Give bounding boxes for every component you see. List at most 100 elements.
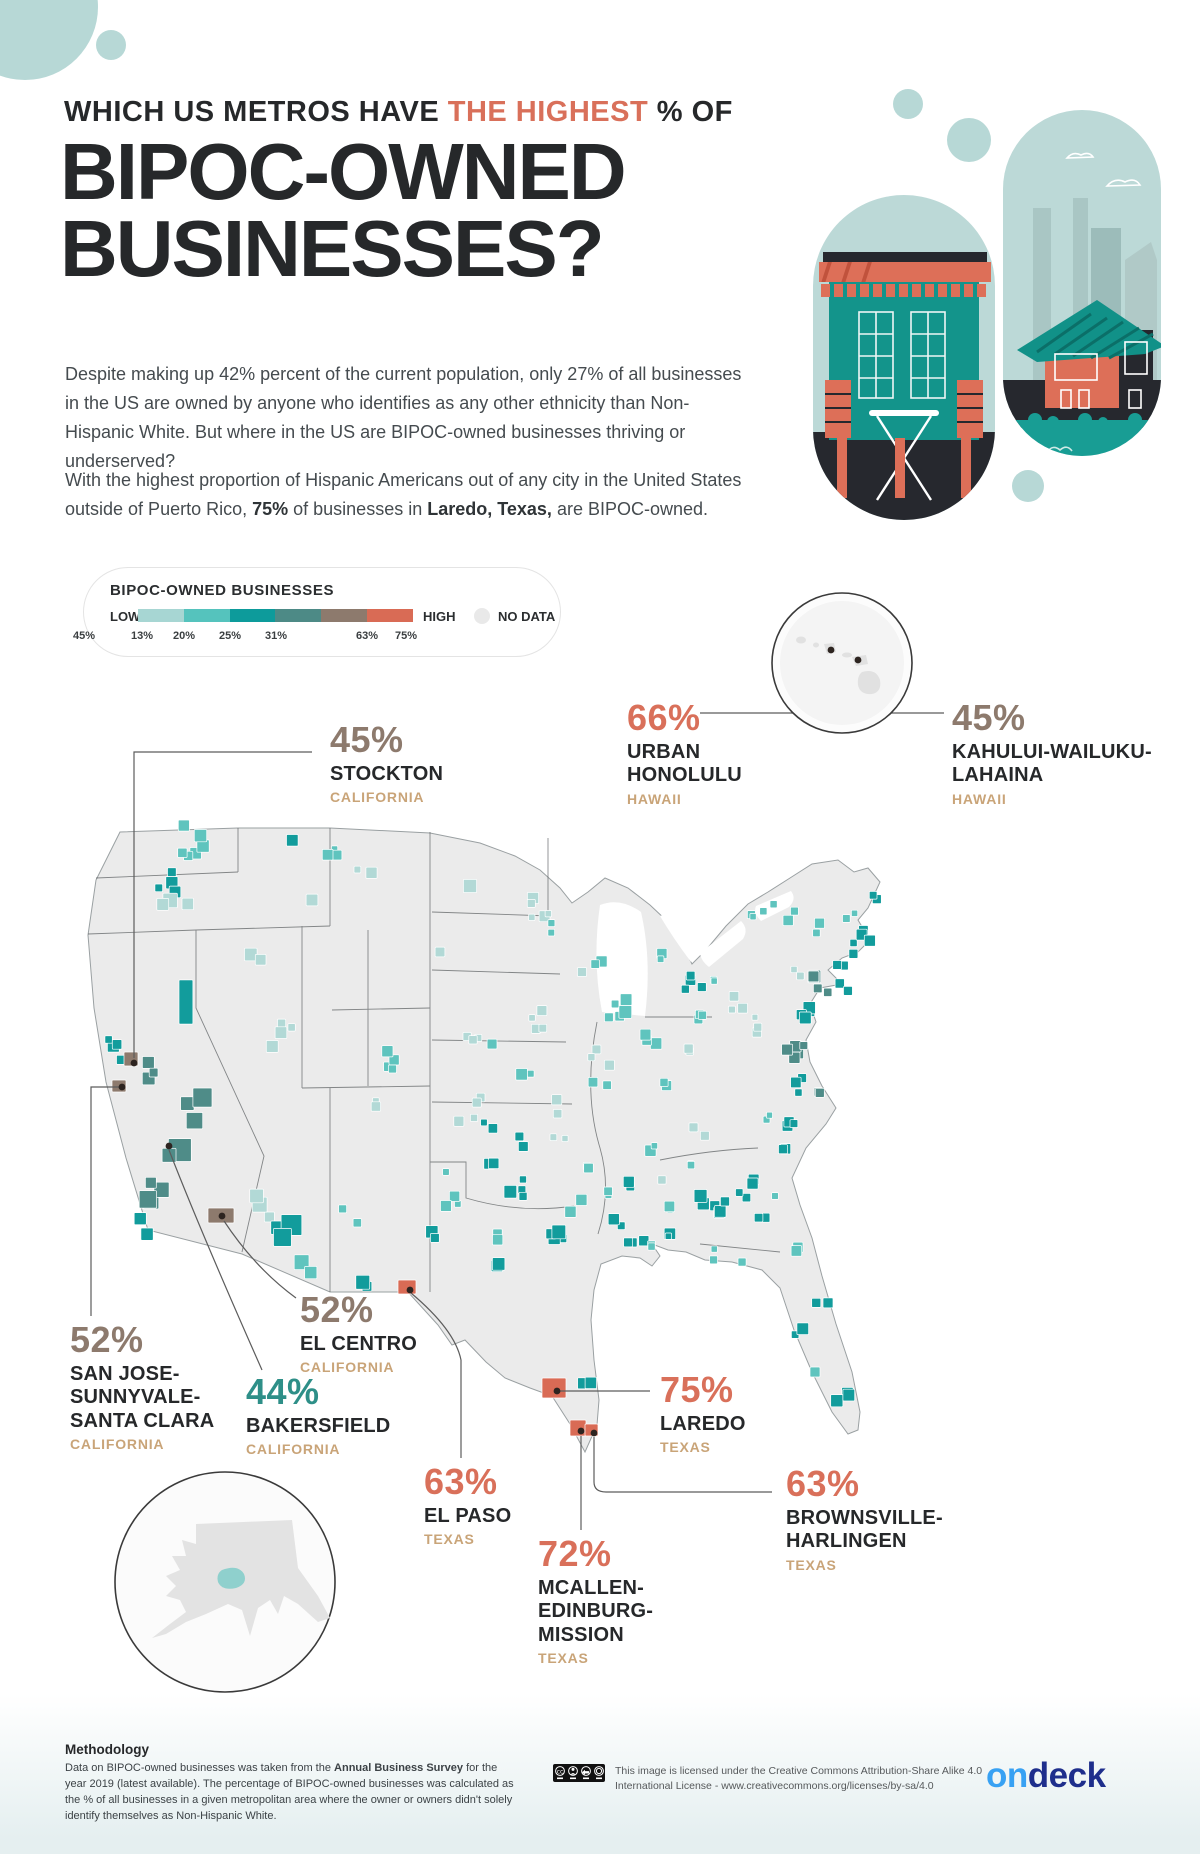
legend-segment	[183, 609, 230, 622]
callout-pct: 72%	[538, 1533, 612, 1574]
decor-circle-illus-2	[947, 118, 991, 162]
callout-pct: 75%	[660, 1369, 734, 1410]
legend-tick: 45%	[72, 630, 96, 642]
callout-city: LAREDO	[660, 1413, 746, 1435]
callout-pct: 66%	[627, 697, 701, 738]
callout-city: STOCKTON	[330, 763, 444, 785]
intro2-pre: With the highest proportion of Hispanic …	[65, 470, 742, 519]
callout-lines	[90, 654, 944, 1530]
intro2-bold-75: 75%	[252, 499, 289, 519]
callout-san-jose: 52% SAN JOSE- SUNNYVALE- SANTA CLARA CAL…	[70, 1319, 215, 1453]
callout-state: CALIFORNIA	[70, 1436, 165, 1453]
license-block: cc This image is licensed under the Crea…	[553, 1764, 982, 1794]
methodology-bold: Annual Business Survey	[334, 1762, 464, 1774]
kicker-post: % OF	[648, 96, 733, 128]
callout-state: HAWAII	[627, 790, 682, 807]
kicker-highlight: THE HIGHEST	[447, 96, 649, 128]
svg-text:cc: cc	[557, 1769, 564, 1776]
callout-state: TEXAS	[538, 1650, 589, 1667]
legend-tick: 13%	[130, 630, 154, 642]
callout-city: EL CENTRO	[300, 1333, 417, 1355]
state-borders	[87, 828, 781, 1292]
callout-mcallen: 72% MCALLEN- EDINBURG- MISSION TEXAS	[538, 1533, 654, 1667]
legend-segment	[275, 609, 322, 622]
callout-state: TEXAS	[786, 1556, 837, 1573]
methodology-title: Methodology	[65, 1742, 149, 1757]
county-clusters	[104, 819, 882, 1408]
ondeck-logo: ondeck	[986, 1756, 1106, 1796]
callout-stockton: 45% STOCKTON CALIFORNIA	[330, 719, 444, 806]
methodology: Methodology Data on BIPOC-owned business…	[65, 1742, 515, 1824]
callout-pct: 44%	[246, 1371, 320, 1412]
legend-segment	[229, 609, 276, 622]
callout-city: SAN JOSE- SUNNYVALE- SANTA CLARA	[70, 1363, 215, 1432]
callout-kahului-wailuku-lahaina: 45% KAHULUI-WAILUKU- LAHAINA HAWAII	[952, 700, 1152, 807]
methodology-text-2: for the year 2019 (latest available). Th…	[65, 1762, 514, 1822]
callout-el-paso: 63% EL PASO TEXAS	[424, 1461, 512, 1548]
callout-pct: 52%	[70, 1319, 144, 1360]
callout-pct: 45%	[330, 719, 404, 760]
decor-circle-illus-1	[893, 89, 923, 119]
license-line-2: International License - www.creativecomm…	[615, 1780, 934, 1792]
callout-pct: 52%	[300, 1289, 374, 1330]
callout-pct: 45%	[952, 697, 1026, 738]
decor-circle-small	[96, 30, 126, 60]
callout-city: BAKERSFIELD	[246, 1415, 391, 1437]
legend-title: BIPOC-OWNED BUSINESSES	[110, 582, 335, 599]
decor-circle-top-left	[0, 0, 98, 80]
callout-state: CALIFORNIA	[330, 789, 425, 806]
callout-city: URBAN HONOLULU	[627, 741, 742, 787]
legend-tick: 31%	[264, 630, 288, 642]
hawaii-inset	[771, 592, 913, 734]
decor-circle-illus-3	[1012, 470, 1044, 502]
legend-tick: 63%	[355, 630, 379, 642]
legend-tick: 20%	[172, 630, 196, 642]
callout-state: CALIFORNIA	[300, 1359, 395, 1376]
callout-bakersfield: 44% BAKERSFIELD CALIFORNIA	[246, 1371, 391, 1458]
intro-paragraph-1: Despite making up 42% percent of the cur…	[65, 364, 742, 471]
license-line-1: This image is licensed under the Creativ…	[615, 1765, 983, 1777]
kicker-pre: WHICH US METROS HAVE	[64, 96, 448, 128]
cc-license-badge: cc	[553, 1764, 605, 1782]
methodology-text-1: Data on BIPOC-owned businesses was taken…	[65, 1762, 335, 1774]
callout-state: TEXAS	[424, 1531, 475, 1548]
callout-el-centro: 52% EL CENTRO CALIFORNIA	[300, 1289, 417, 1376]
legend-segment	[138, 609, 184, 622]
callout-city: KAHULUI-WAILUKU- LAHAINA	[952, 741, 1152, 787]
alaska-shape	[152, 1520, 330, 1638]
legend-tick: 25%	[218, 630, 242, 642]
map-legend: BIPOC-OWNED BUSINESSES LOW HIGH NO DATA …	[73, 567, 561, 657]
metro-dots	[118, 646, 862, 1437]
callout-urban-honolulu: 66% URBAN HONOLULU HAWAII	[627, 700, 742, 807]
callout-laredo: 75% LAREDO TEXAS	[660, 1369, 746, 1456]
intro-paragraph-2: With the highest proportion of Hispanic …	[65, 466, 745, 524]
license-text: This image is licensed under the Creativ…	[615, 1764, 982, 1794]
methodology-body: Data on BIPOC-owned businesses was taken…	[65, 1760, 515, 1824]
callout-brownsville: 63% BROWNSVILLE- HARLINGEN TEXAS	[786, 1466, 943, 1573]
callout-city: MCALLEN- EDINBURG- MISSION	[538, 1577, 654, 1646]
intro2-bold-laredo: Laredo, Texas,	[427, 499, 552, 519]
legend-segment	[367, 609, 413, 622]
legend-tick: 75%	[394, 630, 418, 642]
callout-state: HAWAII	[952, 790, 1007, 807]
kicker-title: WHICH US METROS HAVE THE HIGHEST % OF	[64, 96, 733, 129]
intro2-mid: of businesses in	[288, 499, 428, 519]
page-title: BIPOC-OWNED BUSINESSES?	[60, 127, 627, 293]
callout-pct: 63%	[424, 1461, 498, 1502]
callout-city: EL PASO	[424, 1505, 512, 1527]
intro2-post: are BIPOC-owned.	[551, 499, 709, 519]
legend-no-data-label: NO DATA	[498, 609, 556, 624]
legend-no-data-swatch	[474, 608, 490, 624]
storefront-illustration	[813, 110, 1161, 520]
legend-segment	[321, 609, 368, 622]
callout-state: CALIFORNIA	[246, 1441, 341, 1458]
callout-pct: 63%	[786, 1463, 860, 1504]
logo-deck: deck	[1027, 1756, 1106, 1795]
callout-state: TEXAS	[660, 1439, 711, 1456]
legend-low-label: LOW	[110, 609, 141, 624]
logo-on: on	[986, 1756, 1028, 1795]
great-lakes	[596, 891, 794, 1016]
callout-city: BROWNSVILLE- HARLINGEN	[786, 1507, 943, 1553]
legend-high-label: HIGH	[423, 609, 456, 624]
